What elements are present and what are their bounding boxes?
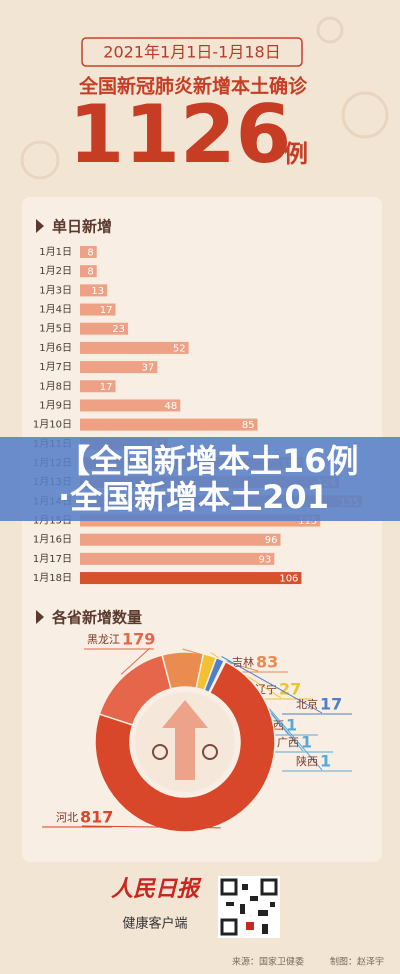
arrow-icon [162, 700, 208, 780]
province-name: 广西 [277, 736, 299, 749]
banner: 【全国新增本土16例·全国新增本土201 [0, 437, 400, 521]
value-label: 8 [87, 267, 93, 278]
value-label: 17 [100, 305, 113, 316]
province-value: 817 [80, 808, 113, 827]
virus-decor [316, 16, 344, 44]
subtitle: 全国新冠肺炎新增本土确诊 [78, 75, 308, 98]
category-label: 1月16日 [33, 534, 72, 546]
leader-line [221, 656, 323, 714]
category-label: 1月18日 [33, 572, 72, 584]
province-value: 1 [286, 716, 297, 735]
category-label: 1月8日 [39, 380, 72, 392]
bar [80, 322, 129, 335]
bar [80, 418, 258, 431]
donut-segment [94, 660, 276, 833]
section-marker [36, 610, 44, 624]
bar [80, 341, 189, 354]
banner-text: 【全国新增本土16例·全国新增本土201 [58, 443, 359, 515]
value-label: 17 [100, 382, 113, 393]
virus-decor [341, 91, 389, 139]
category-label: 1月4日 [39, 304, 72, 316]
province-value: 1 [301, 733, 312, 752]
bar [80, 246, 97, 258]
category-label: 1月7日 [39, 361, 72, 373]
section-title: 各省新增数量 [51, 609, 142, 627]
value-label: 93 [259, 554, 272, 565]
value-label: 37 [142, 363, 155, 374]
province-value: 1 [320, 752, 331, 771]
value-label: 106 [279, 574, 298, 585]
value-label: 115 [298, 516, 317, 527]
category-label: 1月10日 [33, 419, 72, 431]
value-label: 23 [112, 324, 125, 335]
leader-line [120, 647, 151, 675]
value-label: 8 [87, 248, 93, 259]
bar [80, 265, 97, 278]
province-value: 17 [320, 695, 342, 714]
logo: 人民日报 [111, 876, 202, 902]
value-label: 96 [265, 535, 278, 546]
category-label: 1月17日 [33, 553, 72, 565]
category-label: 1月2日 [39, 265, 72, 277]
logo-sub: 健康客户端 [122, 916, 187, 932]
province-name: 河北 [56, 811, 78, 824]
leader-line [81, 825, 221, 829]
qr-code [218, 876, 280, 938]
total-unit: 例 [284, 140, 308, 168]
value-label: 85 [242, 420, 255, 431]
section-marker [36, 219, 44, 233]
bar [80, 303, 116, 316]
value-label: 13 [91, 286, 104, 297]
source: 来源：国家卫健委 [232, 956, 304, 968]
section-title: 单日新增 [52, 218, 112, 236]
province-name: 黑龙江 [87, 633, 120, 646]
virus-icon [202, 744, 218, 760]
bar [80, 572, 302, 585]
total: 1126 [69, 88, 292, 181]
province-value: 179 [122, 630, 155, 649]
credit: 制图：赵泽宇 [330, 956, 384, 968]
bar [80, 380, 116, 393]
bar [80, 552, 275, 565]
virus-icon [152, 744, 168, 760]
category-label: 1月9日 [39, 399, 72, 411]
province-name: 北京 [296, 697, 318, 711]
date-box [81, 37, 303, 67]
bar [80, 399, 181, 412]
bar [80, 361, 158, 374]
province-name: 陕西 [296, 754, 318, 768]
province-value: 83 [256, 653, 278, 672]
bar [80, 533, 281, 546]
category-label: 1月5日 [39, 323, 72, 335]
province-value: 27 [279, 680, 301, 699]
category-label: 1月3日 [39, 284, 72, 296]
virus-decor [20, 140, 60, 180]
date-range: 2021年1月1日-1月18日 [103, 43, 280, 62]
category-label: 1月6日 [39, 342, 72, 354]
value-label: 52 [173, 343, 186, 354]
category-label: 1月1日 [39, 246, 72, 258]
bar [80, 284, 108, 297]
value-label: 48 [165, 401, 178, 412]
